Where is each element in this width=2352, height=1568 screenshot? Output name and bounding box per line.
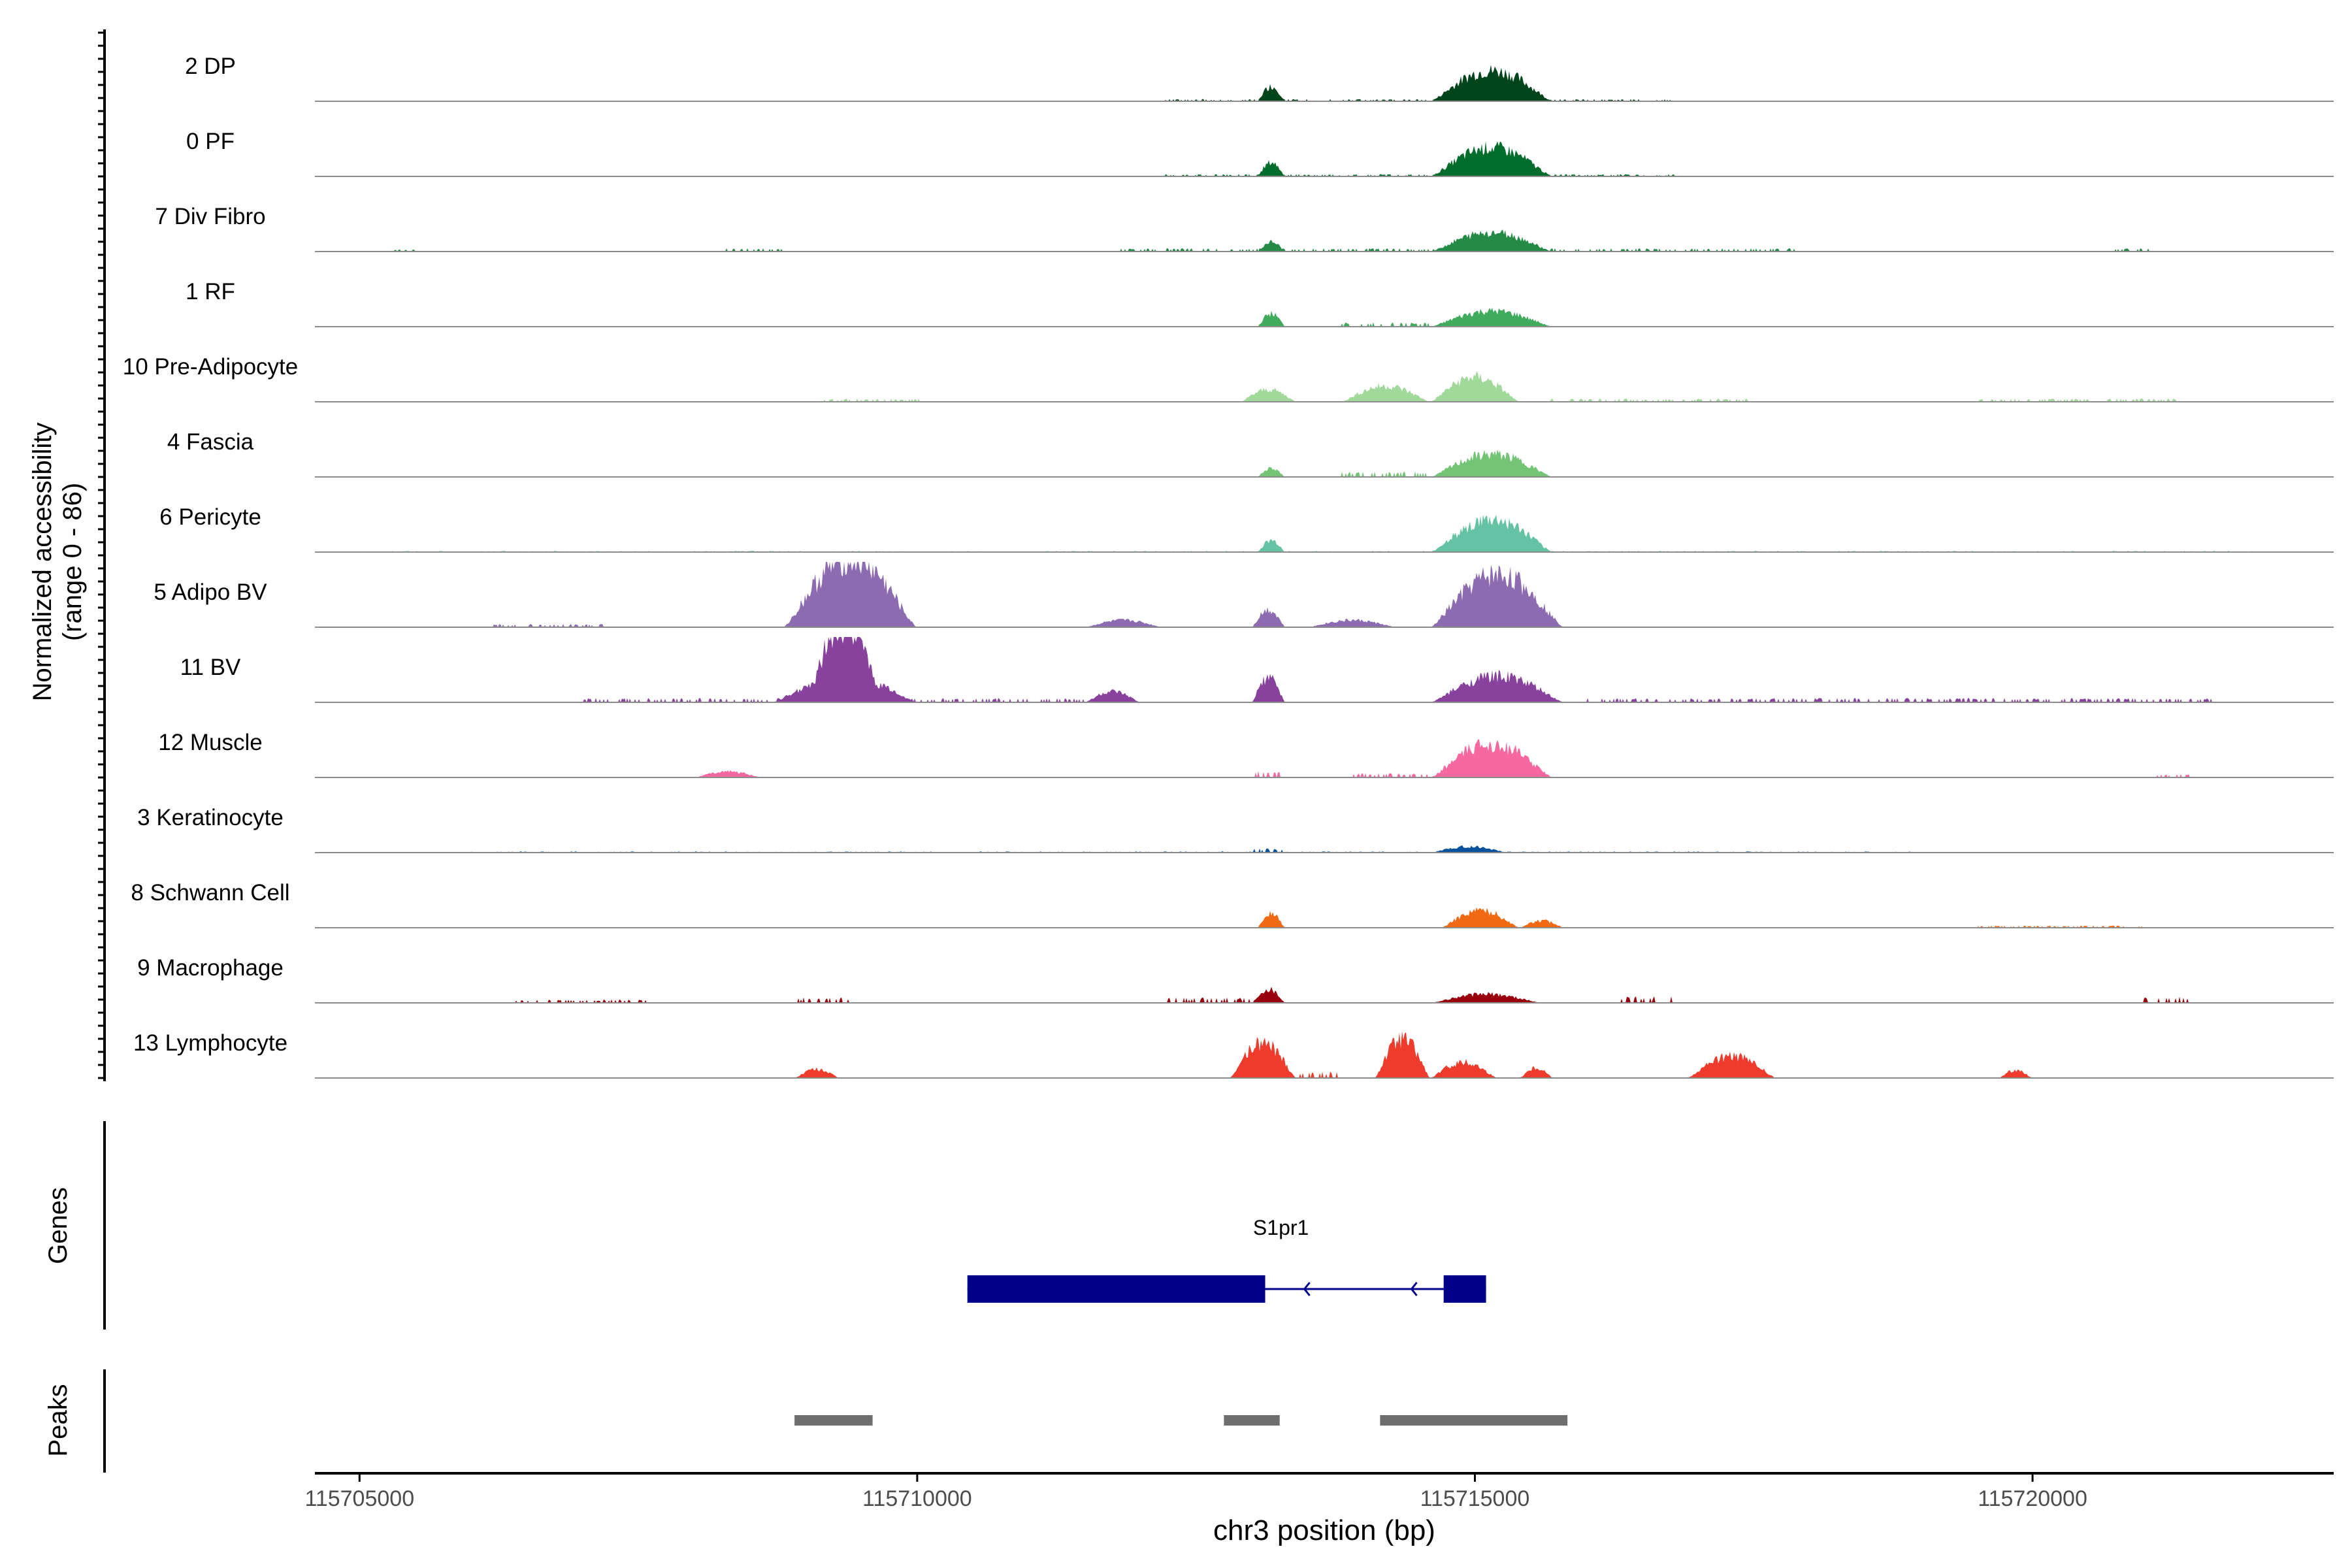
track-label: 13 Lymphocyte: [133, 1030, 287, 1056]
y-axis-group: [98, 29, 106, 1081]
track-12-muscle: 12 Muscle: [158, 730, 2334, 778]
peak-bars: [794, 1415, 1568, 1426]
coverage-area: [315, 637, 2334, 702]
track-6-pericyte: 6 Pericyte: [159, 504, 2334, 553]
coverage-area: [315, 562, 2334, 627]
track-label: 6 Pericyte: [159, 504, 261, 530]
track-8-schwann-cell: 8 Schwann Cell: [131, 880, 2334, 928]
track-label: 0 PF: [186, 129, 235, 154]
coverage-area: [315, 907, 2334, 928]
coverage-area: [315, 308, 2334, 327]
track-label: 7 Div Fibro: [155, 204, 265, 229]
gene-label: S1pr1: [1253, 1216, 1309, 1239]
peak-region: [794, 1415, 873, 1426]
strand-arrow-icon: [1410, 1282, 1418, 1296]
track-10-pre-adipocyte: 10 Pre-Adipocyte: [123, 354, 2334, 402]
track-1-rf: 1 RF: [186, 279, 2334, 327]
coverage-area: [315, 229, 2334, 252]
track-label: 8 Schwann Cell: [131, 880, 289, 906]
track-5-adipo-bv: 5 Adipo BV: [154, 562, 2334, 628]
x-tick-label: 115720000: [1978, 1486, 2087, 1511]
track-11-bv: 11 BV: [180, 637, 2334, 703]
track-label: 12 Muscle: [158, 730, 263, 755]
track-label: 10 Pre-Adipocyte: [123, 354, 298, 380]
x-ticks: 115705000 115710000 115715000 115720000: [304, 1473, 2087, 1511]
track-label: 11 BV: [180, 655, 241, 680]
peaks-panel-label: Peaks: [44, 1384, 73, 1456]
coverage-area: [315, 987, 2334, 1003]
gene-s1pr1: S1pr1: [967, 1216, 1486, 1303]
track-label: 9 Macrophage: [137, 955, 284, 981]
x-tick-label: 115705000: [304, 1486, 414, 1511]
track-4-fascia: 4 Fascia: [167, 429, 2334, 478]
x-axis: 115705000 115710000 115715000 115720000 chr…: [304, 1472, 2334, 1546]
strand-arrow-icon: [1303, 1282, 1311, 1296]
track-label: 2 DP: [185, 54, 236, 79]
track-0-pf: 0 PF: [186, 129, 2334, 177]
track-label: 3 Keratinocyte: [137, 805, 284, 830]
coverage-area: [315, 371, 2334, 402]
coverage-area: [315, 141, 2334, 176]
gene-shapes: S1pr1: [967, 1216, 1486, 1303]
y-axis-label-range: (range 0 - 86): [58, 483, 87, 641]
peaks-panel: Peaks: [44, 1369, 1568, 1473]
peak-region: [1380, 1415, 1568, 1426]
x-axis-title: chr3 position (bp): [1213, 1514, 1435, 1546]
track-3-keratinocyte: 3 Keratinocyte: [137, 805, 2334, 853]
coverage-area: [315, 65, 2334, 101]
track-2-dp: 2 DP: [185, 54, 2334, 102]
x-tick-label: 115710000: [862, 1486, 972, 1511]
gene-exon: [967, 1275, 1266, 1303]
track-9-macrophage: 9 Macrophage: [137, 955, 2334, 1004]
track-label: 4 Fascia: [167, 429, 254, 455]
gene-exon: [1443, 1275, 1486, 1303]
track-label: 5 Adipo BV: [154, 580, 267, 605]
coverage-area: [315, 845, 2334, 853]
track-13-lymphocyte: 13 Lymphocyte: [133, 1030, 2334, 1079]
coverage-area: [315, 449, 2334, 477]
y-axis-label: Normalized accessibility: [28, 423, 57, 702]
genes-panel: Genes S1pr1: [44, 1121, 1486, 1330]
x-tick-label: 115715000: [1420, 1486, 1530, 1511]
coverage-area: [315, 515, 2334, 552]
peak-region: [1224, 1415, 1280, 1426]
coverage-area: [315, 1031, 2334, 1078]
coverage-area: [315, 739, 2334, 777]
genes-panel-label: Genes: [44, 1187, 73, 1264]
tracks-panel: 2 DP 0 PF 7 Div Fibro 1 RF 10 Pre-Adipocyte 4…: [123, 54, 2334, 1079]
track-7-div-fibro: 7 Div Fibro: [155, 204, 2334, 252]
track-label: 1 RF: [186, 279, 235, 304]
